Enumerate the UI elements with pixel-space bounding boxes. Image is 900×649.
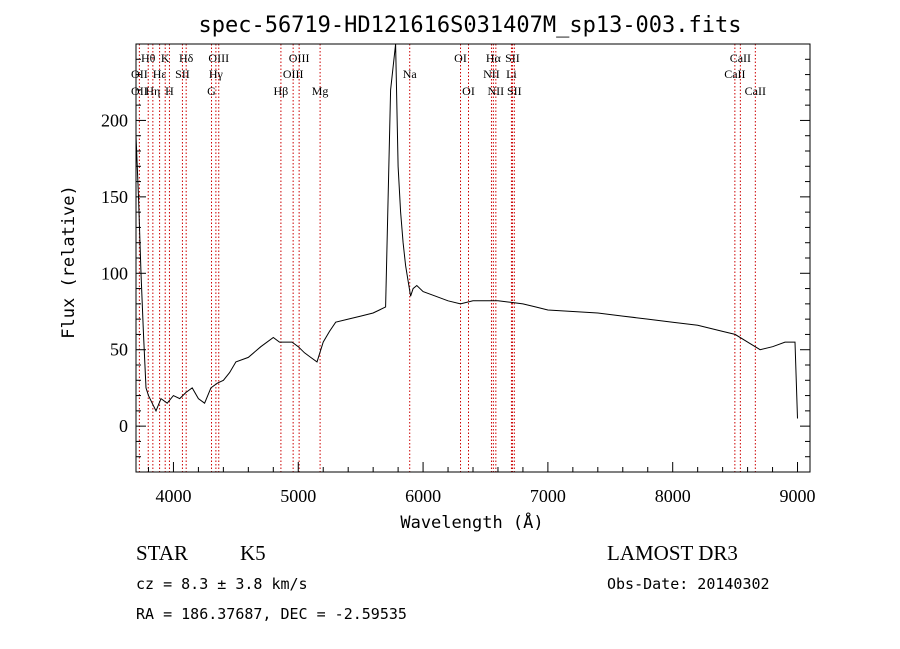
y-tick-label: 50 [110,340,128,360]
line-marker-group [138,44,756,472]
line-marker-label: H [165,84,174,98]
x-tick-label: 6000 [405,486,441,506]
object-subclass: K5 [240,541,266,565]
line-marker-label: SII [505,51,520,65]
line-marker-label: OII [131,84,148,98]
line-marker-label: CaII [724,67,745,81]
line-marker-label: Hθ [141,51,156,65]
coordinates: RA = 186.37687, DEC = -2.59535 [136,605,407,623]
line-marker-label: G [207,84,216,98]
x-axis: 4000 5000 6000 7000 8000 9000 [147,462,816,506]
line-marker-label: OIII [289,51,310,65]
y-tick-label: 200 [101,110,128,130]
spectrum-series-line [135,43,798,419]
line-marker-label: OI [462,84,475,98]
line-marker-label: Hδ [179,51,194,65]
line-marker-label: Na [403,67,418,81]
line-marker-label: OI [454,51,467,65]
line-marker-label: Li [506,67,517,81]
line-marker-label: K [161,51,170,65]
obs-date: Obs-Date: 20140302 [607,575,770,593]
x-tick-label: 7000 [530,486,566,506]
line-marker-label: NII [483,67,500,81]
y-axis: 0 50 100 150 200 [101,58,810,458]
object-class: STAR [136,541,188,565]
line-marker-label: CaII [730,51,751,65]
redshift-readout: cz = 8.3 ± 3.8 km/s [136,575,308,593]
line-marker-label: Hη [145,84,160,98]
line-marker-label: NII [488,84,505,98]
line-marker-label: CaII [745,84,766,98]
y-axis-label: Flux (relative) [59,185,79,339]
line-marker-label: Hβ [274,84,289,98]
line-marker-label: Hε [153,67,167,81]
line-marker-label: OIII [283,67,304,81]
line-marker-label: Mg [312,84,329,98]
line-marker-label: Hγ [209,67,224,81]
x-tick-label: 9000 [780,486,816,506]
x-axis-label: Wavelength (Å) [400,511,543,533]
line-marker-label: SII [175,67,190,81]
y-tick-label: 0 [119,416,128,436]
plot-frame [135,43,811,473]
line-marker-label: Hα [486,51,502,65]
line-marker-label: OII [131,67,148,81]
y-tick-label: 150 [101,187,128,207]
y-tick-label: 100 [101,263,128,283]
x-tick-label: 8000 [655,486,691,506]
line-marker-label: OIII [208,51,229,65]
line-marker-label: SII [507,84,522,98]
x-tick-label: 4000 [155,486,191,506]
chart-title: spec-56719-HD121616S031407M_sp13-003.fit… [198,13,741,38]
survey-name: LAMOST DR3 [607,541,738,565]
x-tick-label: 5000 [280,486,316,506]
